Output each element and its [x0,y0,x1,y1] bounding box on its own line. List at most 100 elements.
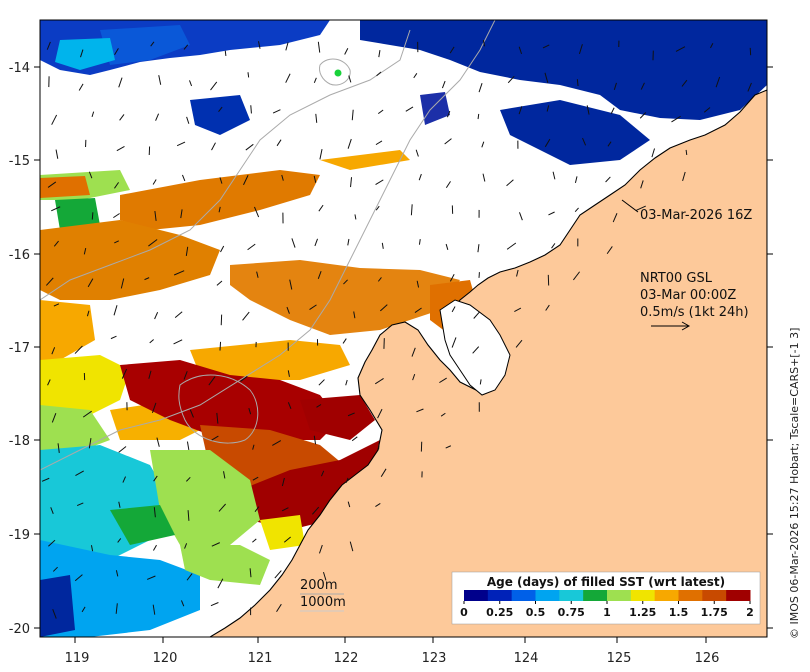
contour-1000m-label: 1000m [300,595,346,610]
current-vector [473,312,480,319]
contour-ring [178,374,259,444]
current-vector [379,304,388,312]
current-vector [671,115,681,123]
current-vector [210,602,219,607]
current-vector [472,346,480,354]
current-vector [675,46,686,52]
current-vector [281,477,285,487]
current-vector [607,141,612,147]
current-vectors [41,39,752,619]
current-vector [245,143,254,151]
current-vector [418,239,421,245]
current-vector [544,72,549,83]
current-vector [681,79,688,87]
lon-label-121: 121 [248,651,273,666]
current-vector [479,379,482,385]
sst-patch [500,100,650,165]
current-vector [410,204,413,216]
current-vector [189,80,193,87]
current-vector [110,335,117,340]
current-vector [186,573,193,581]
current-vector [183,44,189,50]
current-vector [451,306,456,313]
current-vector [274,570,282,579]
current-vector [272,440,282,446]
current-vector [113,213,120,219]
current-vector [219,177,223,184]
lat-axis: -14 -15 -16 -17 -18 -19 -20 [9,61,773,637]
current-vector [223,471,226,479]
current-vector [152,179,157,185]
sst-patch [110,505,175,545]
current-vector [313,77,317,83]
current-vector [252,538,257,543]
current-vector [174,311,183,319]
current-vector [445,181,451,188]
current-vector [272,109,281,114]
current-vector [291,238,296,248]
current-vector [187,510,190,521]
current-vector [41,477,50,482]
sst-patch [40,575,75,637]
current-vector [286,306,290,314]
current-vector [86,310,90,317]
current-vector [186,116,190,124]
current-vector [52,566,58,572]
current-vector [439,377,447,384]
current-vector [154,311,159,320]
colorbar-segment [630,590,656,601]
current-vector [574,207,579,213]
colorbar-segment [559,590,584,601]
current-vector [354,214,357,220]
current-vector [481,141,485,148]
current-vector [413,73,418,79]
current-scale-label: 0.5m/s (1kt 24h) [640,305,749,320]
current-vector [315,113,318,123]
current-vector [216,280,223,286]
current-vector [578,44,583,54]
current-vector [375,503,381,507]
current-vector [322,571,327,581]
current-vector [418,173,422,181]
lat-label--20: -20 [9,622,30,637]
current-vector [242,311,250,321]
current-vector [451,337,457,348]
current-vector [224,50,227,56]
current-vector [314,238,319,247]
current-vector [88,438,92,449]
current-vector [151,402,157,414]
current-vector [120,278,125,289]
lat-label--14: -14 [9,61,30,76]
current-vector [78,83,84,91]
current-vector [118,446,127,453]
contour-island [319,58,351,86]
current-vector [51,114,58,125]
current-vector [45,277,54,286]
current-vector [506,179,514,187]
current-vector [122,476,127,483]
current-vector [82,410,92,418]
current-vector [381,242,384,249]
current-vector [247,72,250,78]
sst-patch [230,260,460,335]
current-vector [173,270,185,276]
current-vector [55,149,59,159]
current-vector [613,82,617,90]
colorbar-segment [464,590,489,601]
current-vector [76,502,84,507]
current-vector [345,379,348,386]
current-vector [343,279,348,285]
current-vector [180,600,185,607]
observation-time-label: 03-Mar-2026 16Z [640,208,752,223]
current-vector [53,303,60,307]
current-vector [444,138,452,145]
current-vector [345,477,349,483]
current-vector [612,213,618,223]
current-vector [636,205,646,211]
current-vector [186,441,190,451]
current-vector [507,75,515,84]
lon-axis: 119 120 121 122 123 124 125 126 [65,637,719,666]
current-vector [180,209,183,219]
current-vector [51,413,57,423]
